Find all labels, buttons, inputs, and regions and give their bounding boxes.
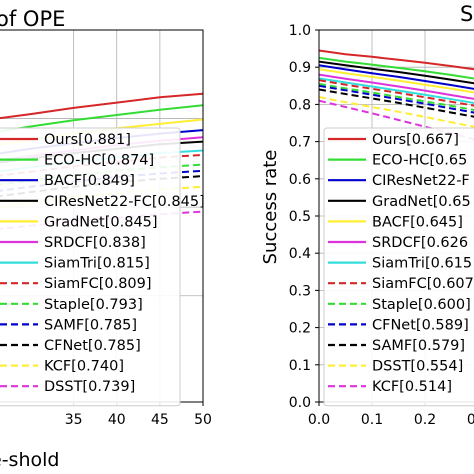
y-tick-label: 0.4 <box>289 246 311 262</box>
legend-entry: Staple[0.600] <box>372 297 471 313</box>
legend-entry: CIResNet22-F <box>372 173 470 189</box>
legend-entry: GradNet[0.65 <box>372 194 471 210</box>
x-tick-label: 45 <box>151 412 169 428</box>
legend-entry: GradNet[0.845] <box>44 214 158 230</box>
y-tick-label: 0.9 <box>289 60 311 76</box>
legend-entry: SAMF[0.785] <box>44 317 137 333</box>
legend-entry: Ours[0.881] <box>44 132 131 148</box>
y-tick-label: 0.3 <box>289 283 311 299</box>
series-line-1 <box>318 56 474 80</box>
x-tick-label: 0.3 <box>467 412 474 428</box>
series-line-7 <box>318 79 474 107</box>
x-tick-label: 0.0 <box>308 412 330 428</box>
series-line-10 <box>318 88 474 118</box>
series-line-1 <box>0 104 204 133</box>
series-line-5 <box>318 73 474 100</box>
series-line-6 <box>318 77 474 105</box>
left-chart: 35 40 45 50 of OPE e-shold Ours[0.881] ECO-H… <box>0 7 212 471</box>
right-series <box>318 49 474 141</box>
series-line-4 <box>318 68 474 94</box>
legend-entry: CFNet[0.785] <box>44 338 141 354</box>
legend-entry: KCF[0.740] <box>44 359 124 375</box>
legend-entry: SRDCF[0.626 <box>372 235 468 251</box>
left-legend: Ours[0.881] ECO-HC[0.874] BACF[0.849] CIRes… <box>0 127 205 407</box>
right-chart-title: S <box>460 2 473 26</box>
legend-entry: ECO-HC[0.874] <box>44 153 154 169</box>
right-tick-labels: 0.0 0.1 0.2 0.3 0.0 0.1 0.2 0.3 0.4 0.5 0.6 0.7 0.8 0… <box>289 23 474 428</box>
legend-entry: BACF[0.849] <box>44 173 135 189</box>
x-tick-label: 40 <box>108 412 126 428</box>
legend-box <box>0 127 181 407</box>
legend-entry: SiamFC[0.607 <box>372 276 474 292</box>
series-line-0 <box>318 49 474 71</box>
left-chart-title: of OPE <box>0 7 65 31</box>
y-tick-label: 0.0 <box>289 395 311 411</box>
left-x-axis-label: e-shold <box>0 449 59 471</box>
series-line-0 <box>0 92 204 120</box>
legend-entry: ECO-HC[0.65 <box>372 153 467 169</box>
y-tick-label: 0.1 <box>289 358 311 374</box>
y-tick-label: 0.5 <box>289 209 311 225</box>
y-tick-label: 0.7 <box>289 135 311 151</box>
y-tick-label: 1.0 <box>289 23 311 39</box>
series-line-9 <box>318 84 474 114</box>
legend-box <box>323 127 474 407</box>
series-line-11 <box>318 96 474 128</box>
legend-entry: KCF[0.514] <box>372 379 452 395</box>
series-line-3 <box>318 60 474 85</box>
legend-entry: SiamFC[0.809] <box>44 276 152 292</box>
y-tick-label: 0.6 <box>289 172 311 188</box>
x-tick-label: 50 <box>194 412 212 428</box>
x-tick-label: 0.2 <box>414 412 436 428</box>
x-tick-label: 35 <box>65 412 83 428</box>
legend-entry: Staple[0.793] <box>44 297 143 313</box>
legend-entry: SiamTri[0.815] <box>44 256 150 272</box>
legend-entry: BACF[0.645] <box>372 214 463 230</box>
x-tick-label: 0.1 <box>361 412 383 428</box>
legend-entry: Ours[0.667] <box>372 132 459 148</box>
legend-entry: DSST[0.739] <box>44 379 135 395</box>
y-tick-label: 0.8 <box>289 97 311 113</box>
series-line-8 <box>318 82 474 111</box>
legend-entry: DSST[0.554] <box>372 359 463 375</box>
right-legend: Ours[0.667] ECO-HC[0.65 CIResNet22-F GradNe… <box>323 127 474 407</box>
legend-entry: SiamTri[0.615 <box>372 256 472 272</box>
legend-entry: CIResNet22-FC[0.845] <box>44 194 205 210</box>
legend-entry: SRDCF[0.838] <box>44 235 146 251</box>
legend-entry: SAMF[0.579] <box>372 338 465 354</box>
right-y-axis-label: Success rate <box>260 150 281 265</box>
y-tick-label: 0.2 <box>289 321 311 337</box>
right-chart: 0.0 0.1 0.2 0.3 0.0 0.1 0.2 0.3 0.4 0.5 0.6 0.7 0.8 0… <box>260 2 474 428</box>
series-line-2 <box>318 64 474 90</box>
legend-entry: CFNet[0.589] <box>372 317 469 333</box>
